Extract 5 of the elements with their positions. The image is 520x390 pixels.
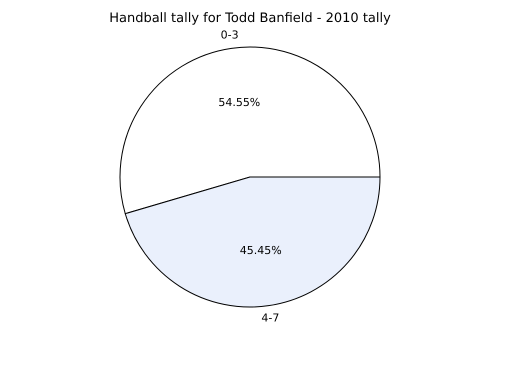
data-label: 54.55%: [218, 96, 260, 109]
slice-label: 0-3: [220, 28, 239, 42]
slice-label: 4-7: [261, 312, 280, 325]
chart-title: Handball tally for Todd Banfield - 2010 tally: [109, 11, 392, 26]
data-label: 45.45%: [240, 244, 282, 258]
